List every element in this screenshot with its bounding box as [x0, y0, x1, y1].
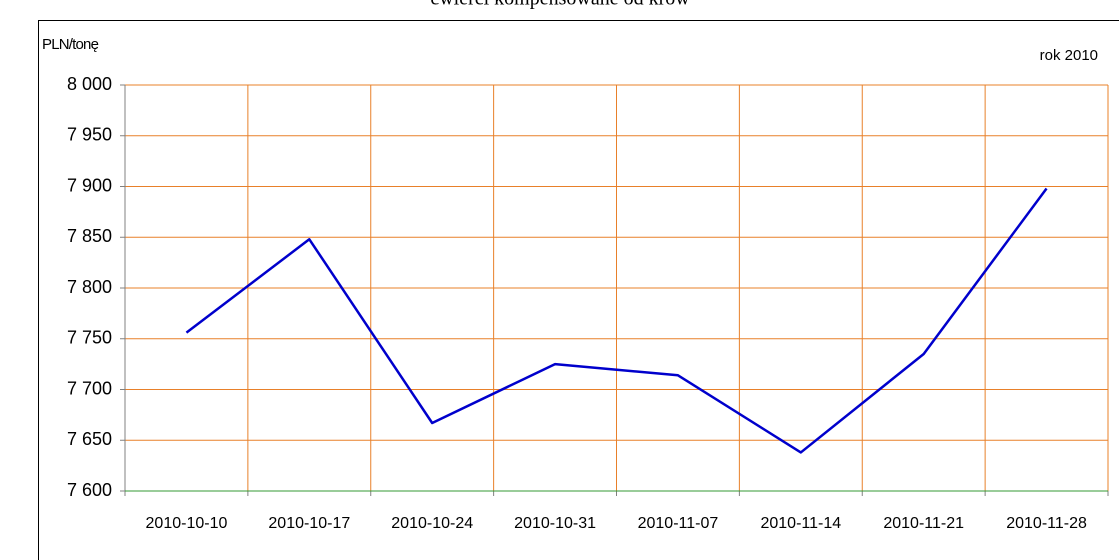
x-tick-label: 2010-11-07: [638, 515, 719, 532]
y-tick-label: 7 600: [67, 480, 112, 500]
y-tick-label: 7 650: [67, 429, 112, 449]
y-tick-label: 7 800: [67, 277, 112, 297]
y-axis-label: PLN/tonę: [42, 36, 99, 53]
y-tick-label: 7 900: [67, 175, 112, 195]
y-tick-label: 7 750: [67, 328, 112, 348]
annotation: rok 2010: [1040, 47, 1098, 64]
x-tick-label: 2010-10-31: [514, 515, 596, 532]
y-tick-label: 7 950: [67, 125, 112, 145]
chart-frame: [38, 20, 1119, 560]
y-tick-label: 8 000: [67, 74, 112, 94]
y-tick-label: 7 700: [67, 378, 112, 398]
x-tick-label: 2010-11-21: [883, 515, 964, 532]
x-tick-label: 2010-10-24: [391, 515, 473, 532]
x-tick-label: 2010-11-14: [760, 515, 841, 532]
x-tick-label: 2010-10-10: [146, 515, 228, 532]
data-line: [185, 187, 1048, 454]
x-tick-label: 2010-10-17: [268, 515, 350, 532]
y-tick-label: 7 850: [67, 226, 112, 246]
chart-title: ćwierci kompensowane od krów: [430, 0, 690, 10]
x-tick-label: 2010-11-28: [1006, 515, 1087, 532]
